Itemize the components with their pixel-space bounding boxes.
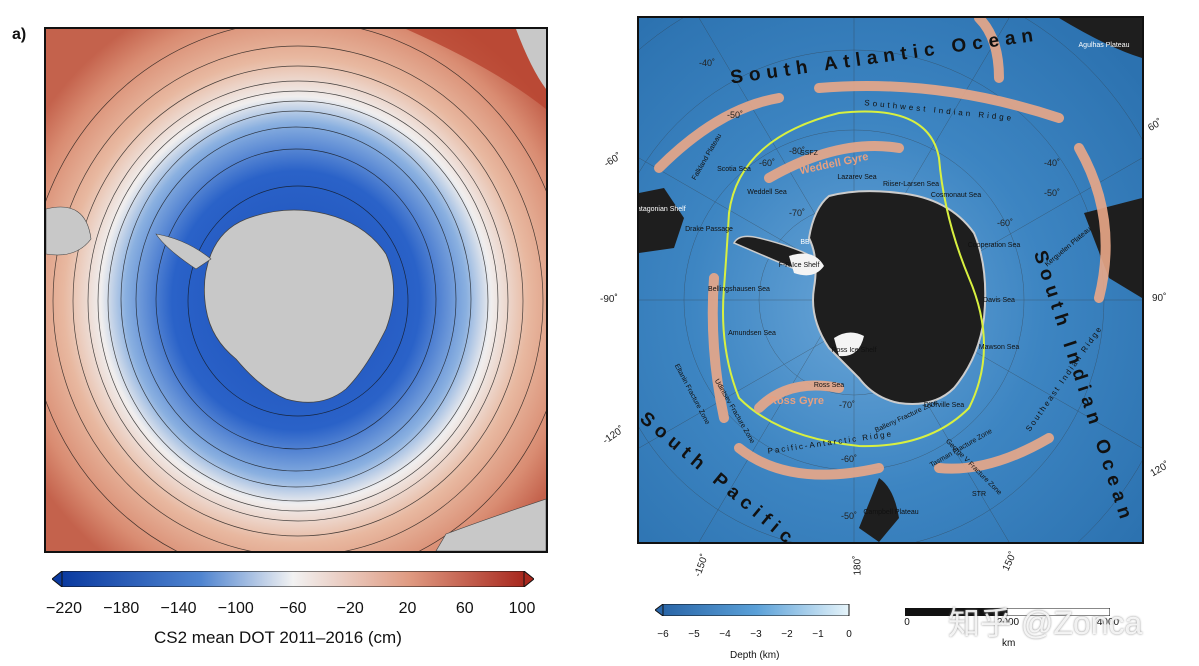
lat-label: -60˚ — [759, 158, 776, 168]
dot-colorbar-tick: −140 — [160, 600, 197, 617]
label-campbell: Campbell Plateau — [863, 509, 919, 516]
lat-label: -70˚ — [789, 208, 806, 218]
label-str: STR — [972, 491, 986, 498]
depth-colorbar-tick: −3 — [750, 629, 762, 640]
dot-colorbar-tick: 100 — [508, 600, 536, 617]
label-cooperation: Cooperation Sea — [967, 242, 1021, 249]
dot-colorbar — [51, 569, 535, 589]
bathymetry-map-svg — [639, 18, 1142, 542]
depth-colorbar-tick: 0 — [846, 629, 852, 640]
label-bb: BB — [800, 239, 810, 246]
dot-colorbar-tick: −100 — [217, 600, 254, 617]
dot-colorbar-tick: −180 — [103, 600, 140, 617]
label-ross-gyre: Ross Gyre — [769, 395, 825, 407]
lat-label: -80˚ — [789, 146, 806, 156]
dot-colorbar-tick: −60 — [279, 600, 307, 617]
lon-label-p180: 180˚ — [852, 555, 864, 576]
label-amundsen: Amundsen Sea — [728, 330, 776, 337]
lon-label-p60: 60˚ — [1146, 117, 1165, 134]
label-ssfz: SSFZ — [800, 150, 818, 157]
label-ross-sea: Ross Sea — [813, 382, 845, 389]
label-patagonian: Patagonian Shelf — [637, 206, 686, 213]
lat-label: -70˚ — [839, 400, 856, 410]
dot-colorbar-tick: −20 — [336, 600, 364, 617]
dot-colorbar-title: CS2 mean DOT 2011–2016 (cm) — [154, 628, 402, 647]
watermark: 知乎 @Zonca — [948, 605, 1143, 641]
acc-front-line — [722, 110, 985, 448]
panel-a-label: a) — [12, 26, 27, 43]
label-fr-ice: F-R Ice Shelf — [778, 262, 820, 269]
label-cosmonaut: Cosmonaut Sea — [930, 192, 982, 199]
depth-colorbar — [654, 603, 851, 617]
depth-colorbar-title: Depth (km) — [730, 650, 780, 661]
lat-label: -60˚ — [841, 454, 858, 464]
dot-colorbar-tick: −220 — [45, 600, 83, 617]
label-drake: Drake Passage — [685, 226, 733, 233]
bathymetry-map: South Atlantic Ocean South Indian Ocean … — [637, 16, 1144, 544]
depth-colorbar-tick: −5 — [688, 629, 700, 640]
scale-tick: 4000 — [1096, 617, 1120, 628]
lon-label-p120: 120˚ — [1148, 459, 1172, 480]
dot-colorbar-tick: 20 — [398, 600, 417, 617]
label-weddell-sea: Weddell Sea — [747, 189, 787, 196]
dot-colorbar-tick: 60 — [455, 600, 474, 617]
label-bellingshausen: Bellingshausen Sea — [708, 286, 770, 293]
depth-colorbar-tick: −4 — [719, 629, 731, 640]
label-scotia: Scotia Sea — [717, 166, 751, 173]
lat-label: -40˚ — [699, 58, 716, 68]
lat-label: -50˚ — [1044, 188, 1061, 198]
label-lazarev: Lazarev Sea — [837, 174, 877, 181]
lon-label-m120: -120˚ — [600, 424, 627, 447]
depth-colorbar-tick: −6 — [657, 629, 669, 640]
lon-label-m150: -150˚ — [692, 552, 711, 579]
label-mawson: Mawson Sea — [978, 344, 1020, 351]
depth-colorbar-tick: −1 — [812, 629, 824, 640]
antarctica-shape — [203, 209, 394, 403]
lon-label-m90: -90˚ — [600, 294, 618, 305]
scale-tick: 2000 — [996, 617, 1020, 628]
lon-label-p90: 90˚ — [1152, 293, 1167, 304]
label-durville: D'Urville Sea — [923, 402, 965, 409]
lat-label: -40˚ — [1044, 158, 1061, 168]
scale-tick: 0 — [904, 617, 910, 628]
label-ross-ice: Ross Ice Shelf — [831, 347, 877, 354]
label-davis: Davis Sea — [983, 297, 1015, 304]
label-riiser: Riiser-Larsen Sea — [882, 181, 940, 188]
dot-map-svg — [46, 29, 546, 551]
scale-unit: km — [1002, 638, 1016, 649]
lat-label: -50˚ — [727, 110, 744, 120]
depth-colorbar-tick: −2 — [781, 629, 793, 640]
label-agulhas: Agulhas Plateau — [1078, 42, 1130, 49]
lat-label: -50˚ — [841, 511, 858, 521]
lon-label-m60: -60˚ — [602, 151, 624, 170]
dot-map — [44, 27, 548, 553]
lat-label: -60˚ — [997, 218, 1014, 228]
current-arrows — [654, 18, 1111, 480]
lon-label-p150: 150˚ — [1000, 550, 1020, 573]
